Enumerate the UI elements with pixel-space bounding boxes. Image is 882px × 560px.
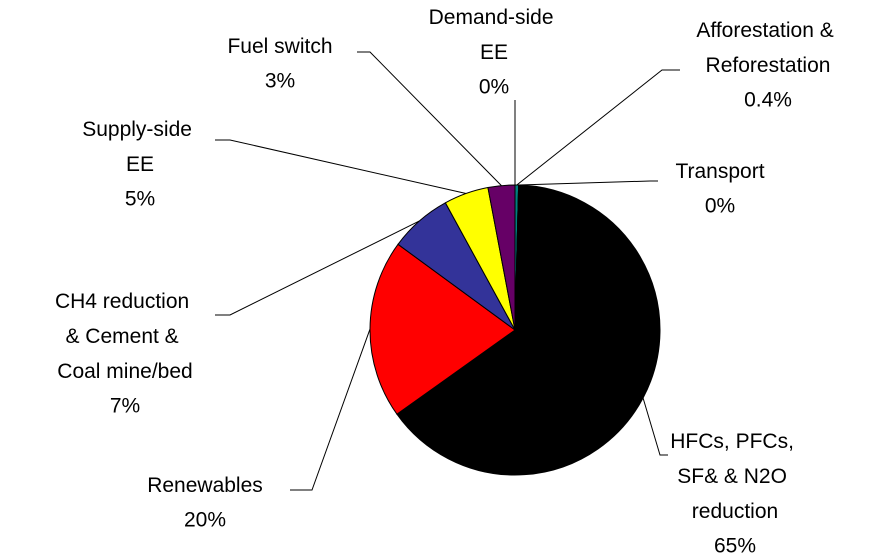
label-line: CH4 reduction — [55, 290, 195, 313]
leader-line — [357, 51, 502, 186]
label-line: EE — [480, 41, 508, 64]
leader-line — [290, 328, 371, 491]
label-line: Renewables — [147, 474, 263, 497]
leader-line — [642, 397, 668, 456]
slice-label: HFCs, PFCs, SF& & N2O reduction — [670, 430, 800, 523]
leader-line — [518, 180, 658, 186]
slice-label: CH4 reduction & Cement & Coal mine/bed — [55, 290, 195, 383]
label-line: Fuel switch — [227, 35, 332, 58]
label-line: Transport — [675, 160, 764, 183]
value-label: 20% — [184, 509, 226, 532]
label-line: Afforestation & — [696, 19, 839, 42]
label-line: EE — [126, 153, 154, 176]
label-line: & Cement & — [65, 325, 184, 348]
label-line: reduction — [692, 500, 778, 523]
value-label: 3% — [265, 70, 295, 93]
slice-label: Afforestation & Reforestation — [696, 19, 839, 77]
label-line: Reforestation — [706, 54, 831, 77]
pie-slice — [369, 243, 516, 415]
label-line: HFCs, PFCs, — [670, 430, 800, 453]
value-label: 0.4% — [744, 89, 792, 112]
pie-slice — [396, 184, 661, 476]
slice-label: Renewables — [147, 474, 263, 497]
leader-line — [215, 139, 467, 194]
label-line: Supply-side — [82, 118, 198, 141]
label-line: SF& & N2O — [677, 465, 793, 488]
leader-line — [215, 220, 420, 316]
slice-label: Supply-side EE — [82, 118, 198, 176]
leader-line — [516, 69, 680, 186]
label-line: Demand-side — [429, 6, 560, 29]
value-label: 5% — [125, 188, 155, 211]
slice-label: Demand-side EE — [429, 6, 560, 64]
slice-label: Fuel switch — [227, 35, 332, 58]
value-label: 0% — [705, 195, 735, 218]
slice-label: Transport — [675, 160, 764, 183]
value-label: 65% — [714, 535, 756, 558]
value-label: 0% — [479, 76, 509, 99]
label-line: Coal mine/bed — [57, 360, 192, 383]
value-label: 7% — [110, 395, 140, 418]
